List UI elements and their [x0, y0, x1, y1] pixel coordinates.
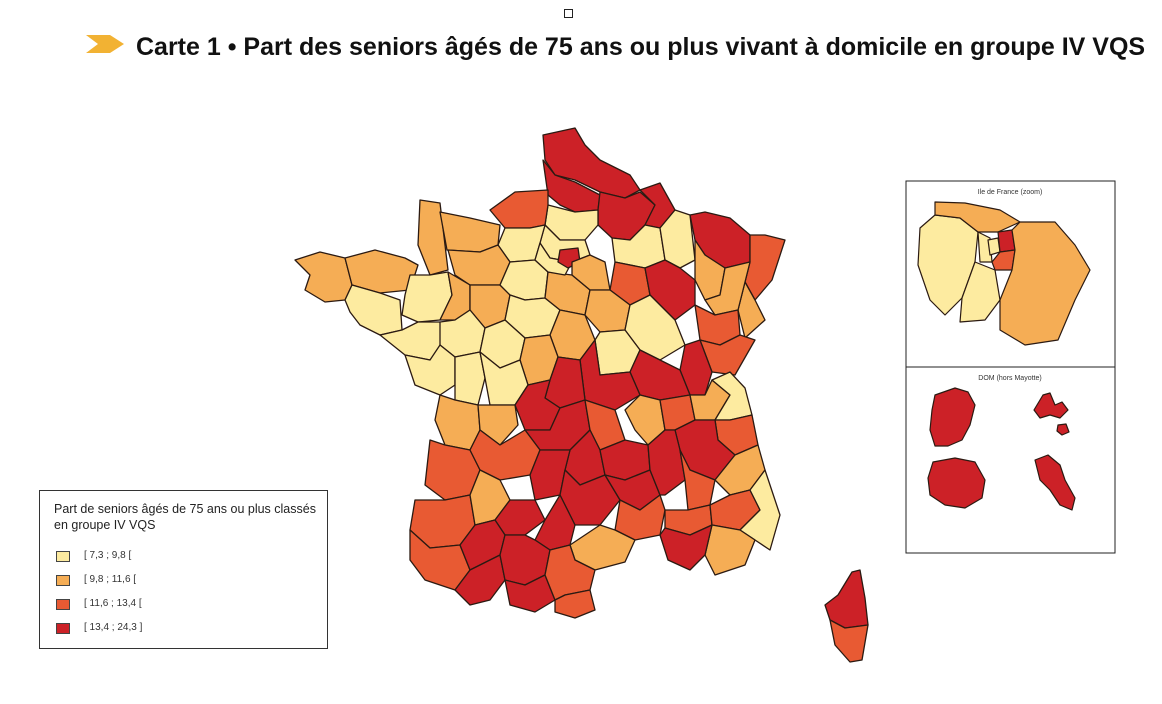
dom-reunion — [927, 457, 986, 509]
department-seine-maritime — [489, 189, 549, 229]
dom-martinique — [1034, 454, 1076, 511]
idf-inset-title: Ile de France (zoom) — [978, 189, 1043, 196]
department-bas-rhin — [744, 234, 786, 301]
department-manche — [417, 199, 449, 276]
legend-swatch — [56, 599, 70, 610]
legend-label: [ 13,4 ; 24,3 ] — [84, 622, 143, 633]
dom-guadeloupe-isle — [1056, 423, 1070, 436]
title-arrow-icon — [86, 35, 124, 53]
department-deux-sevres — [454, 351, 486, 406]
department-alpes-maritimes — [739, 469, 781, 551]
legend-label: [ 11,6 ; 13,4 [ — [84, 598, 142, 609]
top-marker — [564, 9, 573, 18]
department-pyrenees-orientales — [554, 589, 596, 619]
department-calvados — [439, 211, 501, 253]
idf-paris — [987, 237, 1001, 256]
idf-seine-et-marne — [999, 221, 1091, 346]
dom-guadeloupe — [1033, 392, 1069, 419]
department-bouches-du-rhone — [659, 524, 713, 571]
legend-label: [ 9,8 ; 11,6 [ — [84, 574, 137, 585]
department-finistere — [294, 251, 353, 303]
department-val-doise — [534, 242, 573, 276]
map-title: Carte 1 • Part des seniors âgés de 75 an… — [136, 33, 1146, 61]
map-legend: Part de seniors âgés de 75 ans ou plus c… — [39, 490, 328, 649]
dom-inset-title: DOM (hors Mayotte) — [978, 375, 1041, 382]
legend-swatch — [56, 575, 70, 586]
department-haute-corse — [824, 569, 869, 629]
legend-label: [ 7,3 ; 9,8 [ — [84, 550, 132, 561]
legend-title: Part de seniors âgés de 75 ans ou plus c… — [54, 502, 316, 532]
dom-guyane — [929, 387, 976, 447]
department-corse-du-sud — [829, 619, 869, 663]
legend-swatch — [56, 623, 70, 634]
legend-swatch — [56, 551, 70, 562]
department-morbihan — [344, 284, 403, 336]
